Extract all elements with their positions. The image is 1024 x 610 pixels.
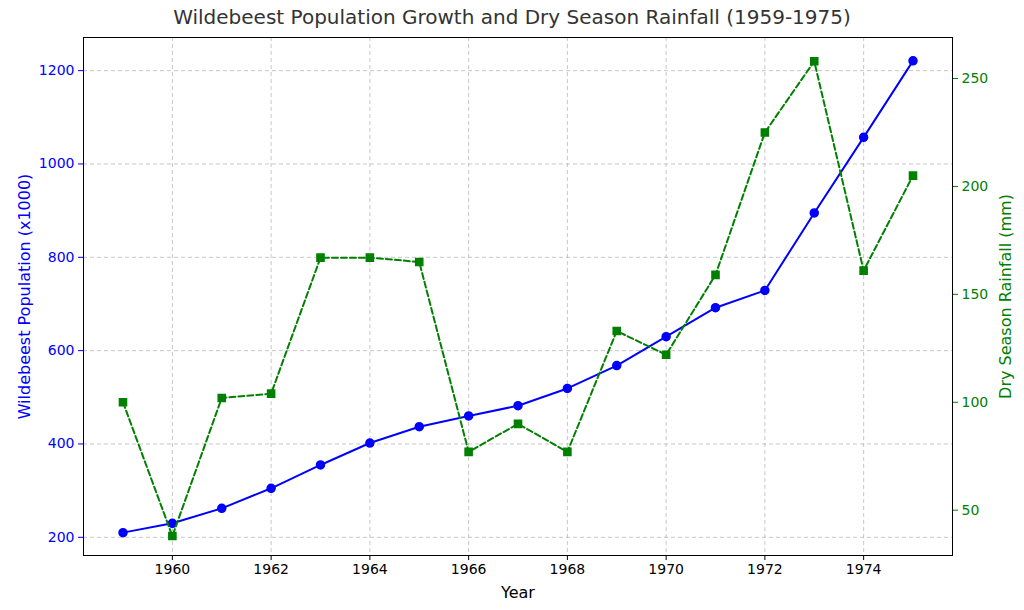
svg-text:Year: Year	[500, 583, 535, 602]
svg-text:1966: 1966	[451, 561, 487, 577]
svg-text:600: 600	[48, 342, 75, 358]
svg-text:Dry Season Rainfall (mm): Dry Season Rainfall (mm)	[996, 194, 1015, 399]
svg-text:200: 200	[962, 178, 989, 194]
svg-text:250: 250	[962, 70, 989, 86]
svg-text:50: 50	[962, 502, 980, 518]
svg-text:1964: 1964	[352, 561, 388, 577]
svg-text:200: 200	[48, 529, 75, 545]
svg-text:1962: 1962	[253, 561, 289, 577]
svg-text:1200: 1200	[39, 62, 75, 78]
svg-text:800: 800	[48, 249, 75, 265]
svg-text:1970: 1970	[648, 561, 684, 577]
svg-text:1000: 1000	[39, 155, 75, 171]
svg-text:1960: 1960	[155, 561, 191, 577]
html-text:Wildebeest Population Growth a: Wildebeest Population Growth and Dry Sea…	[173, 5, 851, 29]
svg-text:400: 400	[48, 435, 75, 451]
svg-text:1968: 1968	[550, 561, 586, 577]
svg-text:1972: 1972	[747, 561, 783, 577]
svg-text:100: 100	[962, 394, 989, 410]
svg-text:150: 150	[962, 286, 989, 302]
svg-text:1974: 1974	[846, 561, 882, 577]
svg-text:Wildebeest Population (x1000): Wildebeest Population (x1000)	[15, 174, 34, 420]
